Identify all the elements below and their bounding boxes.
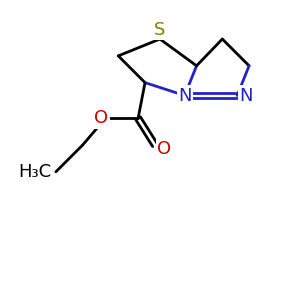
Text: H₃C: H₃C — [18, 163, 51, 181]
Text: N: N — [239, 86, 253, 104]
Text: S: S — [154, 21, 166, 39]
Text: O: O — [157, 140, 171, 158]
Text: O: O — [94, 109, 109, 127]
Text: N: N — [178, 86, 191, 104]
